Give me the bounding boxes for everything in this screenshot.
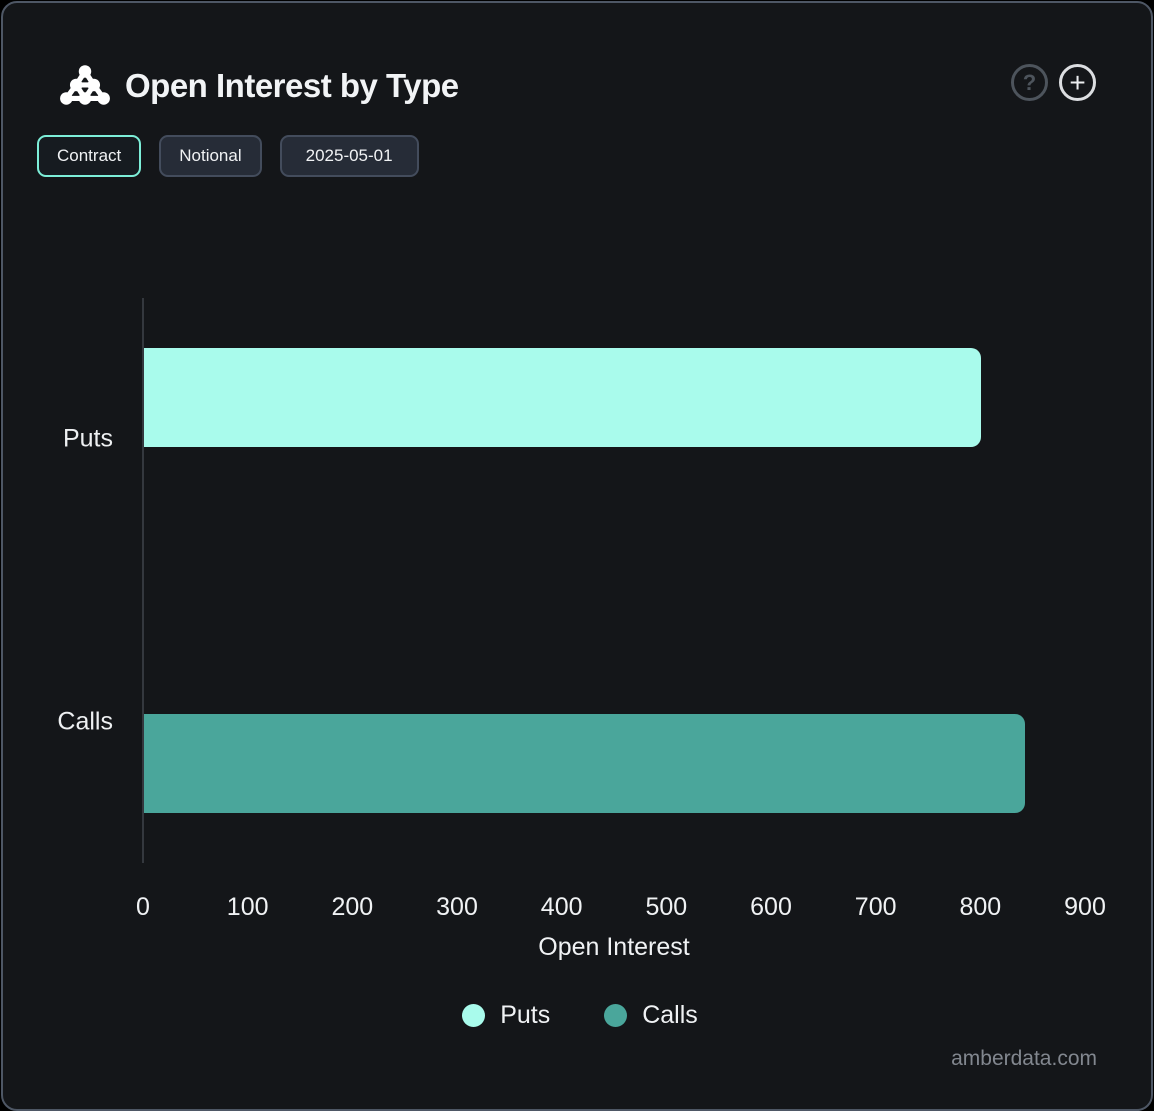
y-axis-line xyxy=(142,298,144,863)
legend-label-calls: Calls xyxy=(642,1001,698,1029)
x-tick-400: 400 xyxy=(540,893,583,921)
legend-label-puts: Puts xyxy=(500,1001,551,1029)
x-tick-300: 300 xyxy=(436,893,478,921)
help-glyph: ? xyxy=(1022,69,1037,95)
toolbar: Contract Notional 2025-05-01 xyxy=(37,135,419,177)
bar-chart: Puts Calls 0 100 200 300 400 500 600 700 800 900 O… xyxy=(3,3,1154,1083)
legend-item-calls[interactable]: Calls xyxy=(604,1001,698,1030)
watermark: amberdata.com xyxy=(951,1047,1097,1070)
contract-button[interactable]: Contract xyxy=(37,135,142,177)
x-tick-0: 0 xyxy=(136,893,150,921)
date-button[interactable]: 2025-05-01 xyxy=(279,135,419,177)
x-tick-200: 200 xyxy=(331,893,374,921)
bar-puts[interactable] xyxy=(144,348,982,448)
y-label-calls: Calls xyxy=(57,707,113,736)
legend: Puts Calls xyxy=(3,1001,1154,1030)
x-tick-500: 500 xyxy=(645,893,688,921)
x-tick-800: 800 xyxy=(959,893,1002,921)
legend-swatch-puts xyxy=(462,1004,486,1027)
amberdata-logo-icon xyxy=(60,65,110,105)
x-axis-title: Open Interest xyxy=(538,933,690,961)
y-label-puts: Puts xyxy=(62,424,113,453)
x-tick-700: 700 xyxy=(854,893,897,921)
x-tick-900: 900 xyxy=(1064,893,1106,921)
help-icon[interactable]: ? xyxy=(1011,64,1048,101)
x-tick-100: 100 xyxy=(226,893,269,921)
add-icon[interactable]: + xyxy=(1059,64,1096,101)
add-glyph: + xyxy=(1069,66,1086,98)
bar-calls[interactable] xyxy=(144,713,1026,813)
page-title: Open Interest by Type xyxy=(125,67,459,104)
notional-button[interactable]: Notional xyxy=(159,135,262,177)
legend-item-puts[interactable]: Puts xyxy=(462,1001,550,1030)
legend-swatch-calls xyxy=(604,1004,628,1027)
x-tick-600: 600 xyxy=(750,893,792,921)
